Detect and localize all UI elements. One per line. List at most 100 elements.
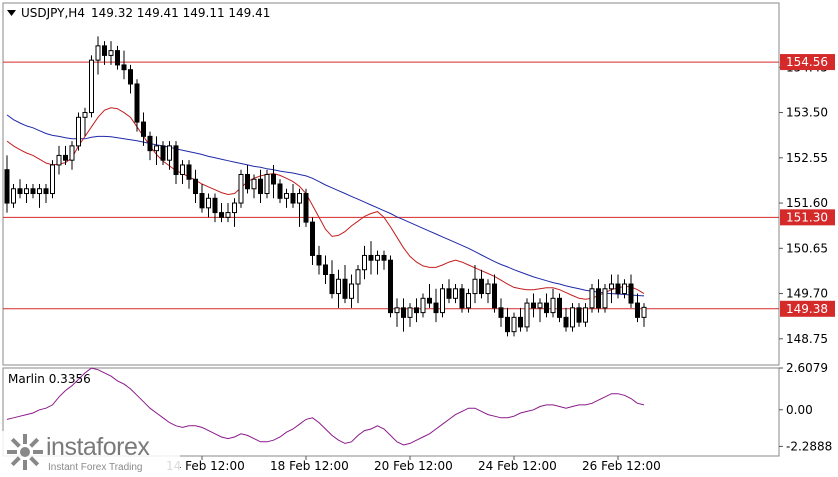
candle xyxy=(570,303,575,332)
candle xyxy=(258,169,263,204)
candle xyxy=(414,298,419,323)
candle-body-bull xyxy=(108,50,114,56)
candle xyxy=(206,193,211,218)
time-tick-label: 26 Feb 12:00 xyxy=(582,459,661,473)
candle-body-bear xyxy=(271,173,276,185)
candle-body-bear xyxy=(492,283,497,309)
candle xyxy=(154,136,159,165)
candle-body-bull xyxy=(297,193,302,204)
candle-body-bull xyxy=(537,302,543,309)
price-tick-label: 150.65 xyxy=(786,241,828,255)
candle xyxy=(76,112,81,151)
time-tick-label: 14 Feb 12:00 xyxy=(166,459,245,473)
candle xyxy=(141,112,146,146)
candle xyxy=(89,55,94,118)
marlin-axis: 2.6079 0.00 -2.2888 xyxy=(779,361,832,453)
candle xyxy=(349,274,354,308)
ma-red-line xyxy=(6,107,645,300)
candle-body-bear xyxy=(290,193,296,204)
candle xyxy=(550,288,556,318)
candle-body-bear xyxy=(342,278,348,299)
candle-body-bull xyxy=(589,288,595,309)
candle-body-bear xyxy=(17,188,23,195)
candle-body-bull xyxy=(485,283,491,295)
candle-body-bull xyxy=(50,164,55,195)
candle xyxy=(264,169,270,199)
candle xyxy=(628,274,634,308)
candle-body-bear xyxy=(401,307,406,318)
candle xyxy=(453,284,458,304)
level-tag-bg xyxy=(780,54,835,71)
candle xyxy=(537,298,543,323)
logo-tagline: Instant Forex Trading xyxy=(48,462,143,473)
candle xyxy=(128,64,133,94)
candle-body-bear xyxy=(628,283,634,304)
candle-body-bear xyxy=(193,178,198,195)
candle-body-bear xyxy=(557,297,562,318)
level-tag-label: 151.30 xyxy=(786,210,828,224)
candle xyxy=(394,298,400,327)
candle xyxy=(115,45,120,70)
candle xyxy=(284,188,289,208)
candle xyxy=(11,184,16,208)
candle xyxy=(173,141,179,184)
candle-body-bear xyxy=(433,302,439,314)
candle-body-bull xyxy=(440,288,445,314)
candle-body-bull xyxy=(550,297,556,314)
candle-body-bull xyxy=(583,307,588,323)
candle xyxy=(511,312,517,337)
marlin-indicator xyxy=(6,367,645,446)
candle xyxy=(238,169,244,208)
instaforex-logo: instaforex Instant Forex Trading xyxy=(2,431,180,475)
candle-body-bear xyxy=(479,278,484,295)
candle xyxy=(24,184,29,204)
candle-body-bull xyxy=(609,283,614,290)
candle-body-bull xyxy=(622,283,627,295)
candle xyxy=(134,79,140,132)
price-tick-label: 148.75 xyxy=(786,332,828,346)
candle-body-bull xyxy=(602,288,608,309)
candle-body-bear xyxy=(329,274,335,295)
candle xyxy=(609,274,614,304)
candle-body-bull xyxy=(407,307,413,318)
candle-body-bear xyxy=(414,307,419,314)
candle-body-bear xyxy=(635,302,640,318)
candle xyxy=(381,250,387,270)
candle-body-bear xyxy=(134,83,140,123)
candle xyxy=(576,303,582,327)
candle-body-bull xyxy=(69,145,75,161)
candle xyxy=(355,264,361,304)
candle xyxy=(303,188,309,227)
candle-body-bear xyxy=(576,307,582,323)
candle xyxy=(446,279,452,304)
candle-body-bear xyxy=(212,197,218,214)
candle xyxy=(563,307,569,332)
candle-body-bear xyxy=(115,50,120,66)
candle-body-bear xyxy=(498,307,504,318)
candle xyxy=(329,260,335,299)
candle-body-bear xyxy=(368,254,374,261)
candle xyxy=(219,203,224,223)
candles-group[interactable] xyxy=(4,36,647,337)
candle xyxy=(212,193,218,223)
moving-averages xyxy=(6,107,645,300)
symbol-dropdown-icon[interactable] xyxy=(7,10,16,16)
candle-body-bull xyxy=(394,307,400,314)
candle xyxy=(433,288,439,323)
candle-body-bear xyxy=(43,188,49,195)
candle-body-bull xyxy=(251,178,257,190)
candle xyxy=(622,279,627,299)
time-tick-label: 20 Feb 12:00 xyxy=(374,459,453,473)
indicator-label: Marlin 0.3356 xyxy=(8,372,91,386)
candle-body-bull xyxy=(453,288,458,299)
candle-body-bear xyxy=(323,264,328,276)
candle-body-bear xyxy=(199,193,205,209)
candle-body-bull xyxy=(362,254,367,271)
candle-body-bull xyxy=(375,254,380,261)
candle-body-bear xyxy=(381,254,387,261)
instaforex-logo-icon xyxy=(7,434,43,470)
time-tick-label: 24 Feb 12:00 xyxy=(478,459,557,473)
candle-body-bull xyxy=(56,154,62,166)
price-tick-label: 151.60 xyxy=(786,196,828,210)
